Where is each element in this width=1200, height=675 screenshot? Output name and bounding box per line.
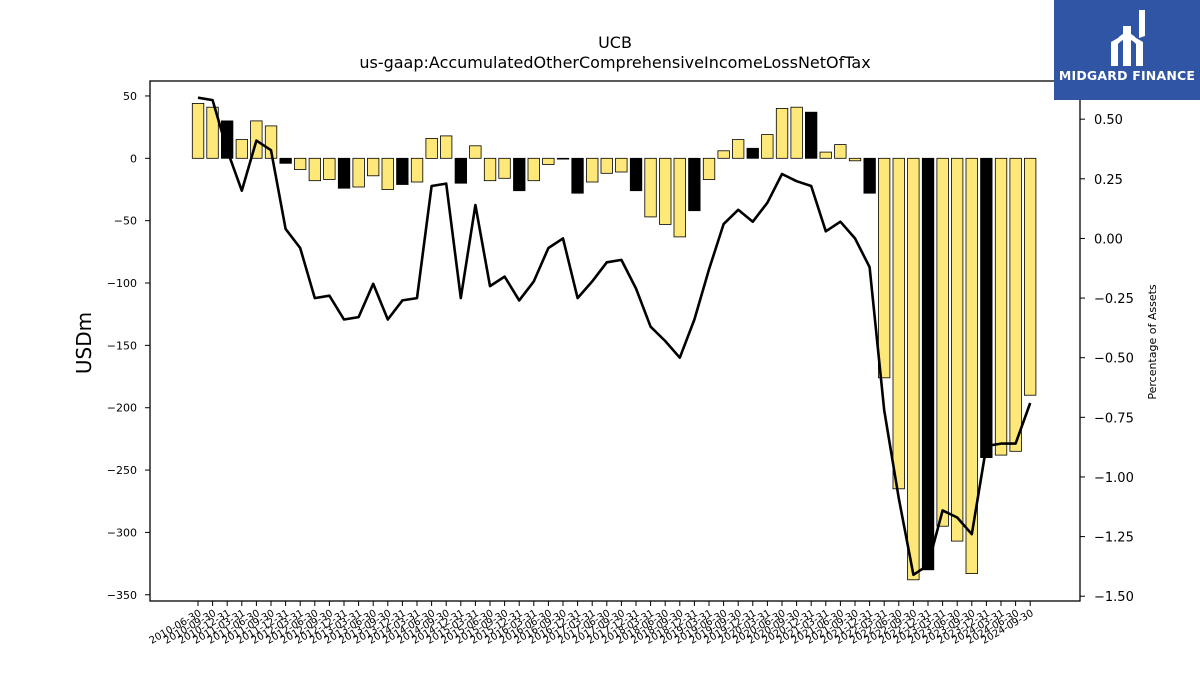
bar-2017-03-31 (586, 157, 599, 183)
bar-2022-12-31 (921, 157, 935, 571)
y2-tick-label: −0.75 (1094, 411, 1134, 426)
y2-tick-label: 0.50 (1094, 113, 1123, 128)
y2-tick-label: 0.25 (1094, 173, 1123, 188)
bar-2012-12-31 (337, 157, 351, 189)
bar-2010-12-31 (220, 120, 234, 159)
midgard-logo-icon (1111, 10, 1145, 66)
y-tick-label: −300 (107, 526, 137, 539)
bar-2022-03-31 (878, 157, 891, 379)
bar-2012-03-31 (293, 157, 307, 170)
y2-tick-label: 0.00 (1094, 232, 1123, 247)
bar-2019-06-30 (717, 150, 730, 159)
pct-assets-line (197, 96, 1032, 577)
bar-2018-06-30 (659, 157, 672, 225)
chart-subtitle: us-gaap:AccumulatedOtherComprehensiveInc… (359, 53, 870, 72)
bar-2017-12-31 (629, 157, 643, 192)
y2-axis-label: Percentage of Assets (1146, 284, 1159, 400)
bar-2013-12-31 (396, 157, 409, 185)
bar-2015-03-31 (469, 145, 482, 159)
y-tick-label: −50 (114, 215, 137, 228)
chart-title: UCB (598, 33, 632, 52)
bar-2021-12-31 (863, 157, 876, 194)
bar-2019-03-31 (702, 157, 716, 180)
y-tick-label: −100 (107, 277, 137, 290)
bar-2024-06-30 (1009, 157, 1022, 452)
bar-2020-09-30 (790, 106, 803, 159)
bar-2015-06-30 (483, 157, 497, 182)
y-tick-label: −250 (107, 464, 137, 477)
bar-2010-06-30 (191, 103, 205, 159)
bar-2015-12-31 (513, 157, 526, 192)
plot-frame (149, 80, 1081, 602)
bar-2023-03-31 (936, 157, 949, 527)
bar-2023-09-30 (965, 157, 978, 574)
bar-2013-09-30 (381, 157, 394, 190)
y2-tick-label: −1.50 (1094, 590, 1134, 605)
bar-2019-09-30 (732, 139, 745, 159)
y2-tick-label: −1.00 (1094, 471, 1134, 486)
bar-2021-03-31 (819, 151, 832, 159)
y-tick-label: −200 (107, 402, 137, 415)
bar-2024-03-31 (994, 157, 1008, 456)
bar-2021-09-30 (848, 157, 862, 162)
bar-2018-09-30 (673, 157, 686, 238)
bar-2022-06-30 (892, 157, 905, 490)
bar-2014-03-31 (410, 157, 424, 183)
bar-2022-09-30 (907, 157, 920, 581)
bar-2011-09-30 (264, 125, 278, 159)
bar-2013-03-31 (352, 157, 365, 188)
bar-2013-06-30 (366, 157, 380, 177)
bar-2015-09-30 (498, 157, 511, 179)
bar-2024-09-30 (1024, 157, 1037, 396)
bar-2016-06-30 (542, 157, 555, 165)
y-tick-label: −150 (107, 339, 137, 352)
midgard-finance-logo: MIDGARD FINANCE (1054, 0, 1200, 100)
bar-2020-03-31 (761, 134, 774, 159)
y-axis-label: USDm (72, 312, 96, 374)
bar-2023-12-31 (980, 157, 993, 458)
bar-2016-09-30 (556, 157, 570, 160)
bar-2019-12-31 (746, 147, 759, 159)
y2-tick-label: −1.25 (1094, 531, 1134, 546)
bar-2021-06-30 (834, 144, 847, 159)
y-tick-label: 0 (130, 152, 137, 165)
axes: 50 0 −50 −100 −150 −200 −250 −300 −350 0.50 0.25 0.… (107, 80, 1134, 647)
y2-tick-label: −0.50 (1094, 352, 1134, 367)
pct-assets-series (197, 96, 1032, 577)
bar-2020-06-30 (775, 108, 789, 159)
bar-2020-12-31 (805, 111, 818, 159)
bar-2011-03-31 (235, 139, 249, 159)
logo-text: MIDGARD FINANCE (1058, 68, 1196, 83)
bar-2016-12-31 (571, 157, 584, 194)
bar-2016-03-31 (527, 157, 540, 182)
y2-tick-label: −0.25 (1094, 292, 1134, 307)
bar-2018-12-31 (688, 157, 701, 212)
bar-2017-06-30 (600, 157, 613, 174)
bar-2011-12-31 (279, 157, 292, 164)
bar-series (191, 103, 1037, 581)
y-tick-label: −350 (107, 589, 137, 602)
bar-2018-03-31 (644, 157, 657, 218)
bar-2014-09-30 (439, 135, 453, 159)
bar-2012-06-30 (308, 157, 322, 182)
bar-2012-09-30 (323, 157, 336, 180)
y-tick-label: 50 (123, 90, 137, 103)
bar-2017-09-30 (615, 157, 628, 173)
bar-2010-09-30 (206, 106, 219, 159)
bar-2014-12-31 (454, 157, 468, 184)
bar-2023-06-30 (951, 157, 964, 542)
bar-2014-06-30 (425, 137, 438, 159)
